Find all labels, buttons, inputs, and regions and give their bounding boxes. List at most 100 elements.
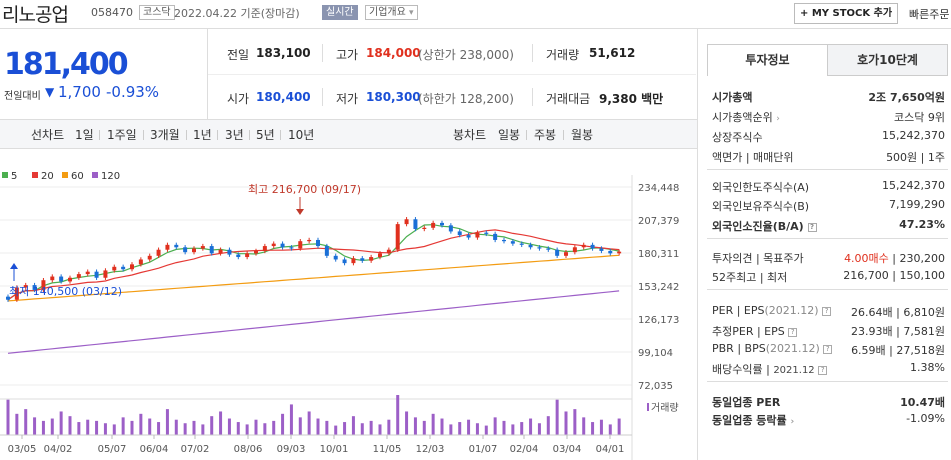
volume-bar — [254, 419, 258, 435]
market-cap-label: 시가총액 — [712, 91, 753, 104]
x-tick-label: 03/04 — [553, 444, 582, 455]
realtime-button[interactable]: 실시간 — [322, 5, 358, 20]
help-icon[interactable]: ? — [818, 366, 828, 375]
candle-body — [351, 258, 356, 264]
foreign-hold-label: 외국인보유주식수(B) — [712, 200, 810, 213]
chart-divider — [697, 28, 698, 460]
sector-per-label: 동일업종 PER — [712, 396, 781, 409]
opinion-value: 4.00매수 — [844, 252, 889, 265]
volume-bar — [77, 422, 81, 435]
candle-body — [546, 248, 551, 250]
period-3y[interactable]: 3년 — [225, 128, 244, 142]
help-icon[interactable]: ? — [822, 307, 832, 316]
volume-bar — [263, 423, 267, 435]
volume-bar — [272, 420, 276, 435]
line-chart-label: 선차트 — [31, 128, 65, 142]
section-divider — [707, 381, 948, 382]
stock-chart[interactable]: 5 20 60 120 최고 216,700 (09/17) 최저 140,500 (… — [0, 149, 697, 460]
dividend-value: 1.38% — [910, 361, 945, 374]
help-icon[interactable]: ? — [823, 345, 833, 354]
volume-bar — [236, 422, 240, 435]
y-tick-label: 126,173 — [638, 315, 679, 326]
high-label: 고가 — [336, 48, 359, 62]
change-label: 전일대비 — [4, 91, 41, 102]
volume-bar — [68, 416, 72, 435]
period-separator — [143, 130, 144, 140]
foreign-hold-value: 7,199,290 — [889, 198, 945, 211]
y-tick-label: 180,311 — [638, 249, 679, 260]
period-5y[interactable]: 5년 — [256, 128, 275, 142]
add-mystock-button[interactable]: + MY STOCK 추가 — [794, 3, 899, 24]
info-chevron-icon[interactable]: › — [790, 417, 795, 427]
period-1d[interactable]: 1일 — [75, 128, 94, 142]
volume-bar — [343, 422, 347, 435]
candle-body — [590, 244, 595, 249]
volume-bar — [440, 418, 444, 435]
volume-bar — [467, 419, 471, 435]
quick-order-link[interactable]: 빠른주문 — [909, 8, 950, 21]
price-change: 1,700 — [58, 83, 101, 101]
x-tick-label: 02/04 — [510, 444, 539, 455]
period-3m[interactable]: 3개월 — [150, 128, 180, 142]
volume-bar — [157, 422, 161, 435]
candle-body — [209, 246, 214, 254]
volume-bar — [431, 413, 435, 435]
per-period: (2021.12) — [764, 304, 819, 317]
candle-monthly[interactable]: 월봉 — [571, 128, 594, 142]
company-overview-dropdown[interactable]: 기업개요 ▾ — [365, 5, 418, 20]
down-triangle-icon: ▼ — [45, 85, 55, 99]
info-chevron-icon[interactable]: › — [776, 114, 780, 124]
period-1y[interactable]: 1년 — [193, 128, 212, 142]
period-1w[interactable]: 1주일 — [107, 128, 137, 142]
candle-body — [147, 255, 152, 260]
tab-order-book[interactable]: 호가10단계 — [827, 44, 948, 76]
candle-body — [475, 232, 480, 238]
candle-body — [617, 251, 622, 254]
x-tick-label: 01/07 — [469, 444, 498, 455]
candle-weekly[interactable]: 주봉 — [534, 128, 557, 142]
candle-body — [59, 276, 64, 282]
foreign-rate-value: 47.23% — [899, 218, 945, 231]
est-eps-value: 7,581원 — [903, 325, 945, 338]
volume-legend-swatch — [647, 403, 649, 411]
tab-investment-info[interactable]: 투자정보 — [707, 44, 828, 76]
volume-bar — [511, 424, 515, 435]
x-tick-label: 07/02 — [181, 444, 210, 455]
candle-body — [271, 243, 276, 247]
volume-bar — [121, 417, 125, 435]
candle-body — [395, 224, 400, 250]
volume-bar — [360, 423, 364, 435]
open-label: 시가 — [227, 92, 250, 106]
chevron-down-icon: ▾ — [409, 8, 414, 18]
candle-body — [386, 249, 391, 254]
lower-limit: (하한가 128,200) — [418, 92, 514, 106]
period-10y[interactable]: 10년 — [288, 128, 315, 142]
volume-bar — [449, 424, 453, 435]
candle-daily[interactable]: 일봉 — [498, 128, 521, 142]
est-per-label: 추정PER | EPS — [712, 325, 785, 338]
candle-body — [192, 248, 196, 253]
x-tick-label: 09/03 — [277, 444, 306, 455]
market-badge: 코스닥 — [139, 5, 175, 20]
help-icon[interactable]: ? — [788, 328, 798, 337]
y-tick-label: 99,104 — [638, 348, 673, 359]
period-separator — [249, 130, 250, 140]
chart-legend: 5 20 60 120 — [2, 171, 120, 182]
volume-bar — [201, 424, 205, 435]
week52-high: 216,700 — [843, 269, 889, 282]
est-per-value: 23.93배 — [851, 325, 893, 338]
candle-body — [23, 285, 28, 288]
volume-bar — [165, 409, 169, 435]
volume-bar — [378, 424, 382, 435]
candle-body — [289, 247, 294, 249]
quote-separator — [322, 88, 323, 106]
pbr-value: 6.59배 — [851, 344, 886, 357]
help-icon[interactable]: ? — [807, 223, 817, 232]
quote-date: 2022.04.22 기준(장마감) — [174, 7, 300, 20]
dividend-period: 2021.12 — [773, 365, 815, 376]
sector-change-row: 동일업종 등락률 › -1.09% — [707, 409, 948, 429]
candle-body — [342, 259, 347, 264]
current-price: 181,400 — [4, 47, 129, 82]
period-separator — [280, 130, 281, 140]
sector-change-value: -1.09% — [906, 412, 945, 425]
